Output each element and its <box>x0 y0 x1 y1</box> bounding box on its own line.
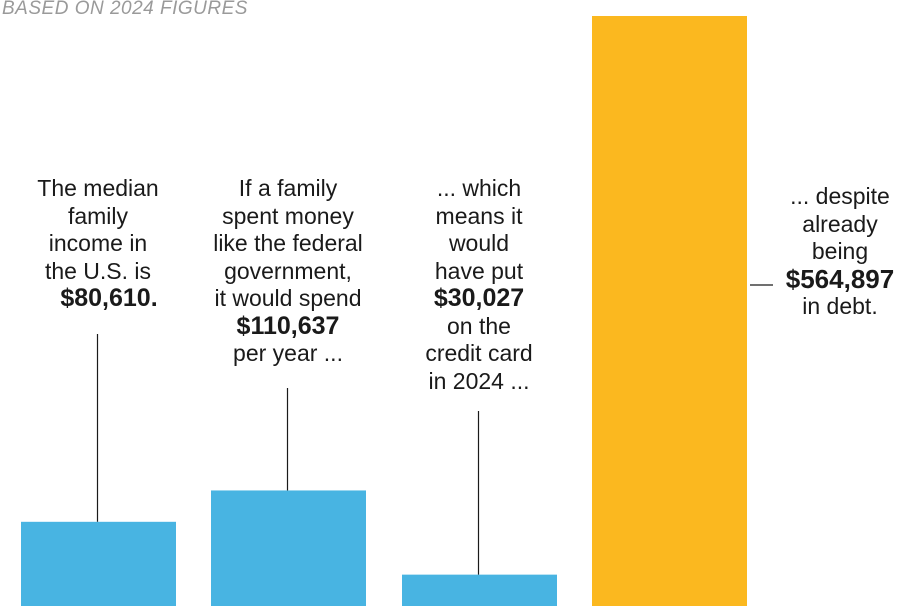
annotation-text-line: the U.S. is <box>44 257 152 284</box>
annotation-median-income: The median family income in the U.S. is … <box>20 175 176 313</box>
amount-government-spending: $110,637 <box>236 311 340 340</box>
annotation-text-line: family <box>67 202 129 229</box>
annotation-text-line: being <box>811 238 869 264</box>
bar-government-spending <box>211 490 366 606</box>
annotation-text-line: would <box>448 230 510 256</box>
annotation-text-line: income in <box>48 230 148 256</box>
annotation-text-line: on the <box>447 312 511 339</box>
annotation-text-line: it would spend <box>214 285 362 311</box>
bar-median-income <box>21 521 176 606</box>
annotation-credit-card: ... which means it would have put $30,02… <box>400 175 558 395</box>
bar-credit-card <box>402 574 557 606</box>
annotation-text-line: ... despite <box>790 183 890 209</box>
annotation-text-line: government, <box>224 257 352 284</box>
amount-debt: $564,897 <box>785 263 895 294</box>
annotation-text-line: already <box>802 210 878 237</box>
annotation-text-line: credit card <box>425 340 533 366</box>
bar-debt <box>592 16 747 606</box>
chart-subtitle: BASED ON 2024 FIGURES <box>2 0 248 19</box>
annotation-text-line: means it <box>435 202 523 229</box>
annotation-text-line: ... which <box>436 175 522 201</box>
annotation-text-line: If a family <box>238 175 338 201</box>
amount-median-income: $80,610. <box>60 284 158 312</box>
annotation-text-line: have put <box>434 257 524 284</box>
annotation-text-line: like the federal <box>213 230 363 256</box>
annotation-debt: ... despite already being $564,897 in de… <box>770 183 910 321</box>
annotation-text-line: in 2024 ... <box>428 367 530 394</box>
annotation-text-line: The median <box>37 175 159 201</box>
annotation-text-line: per year ... <box>233 340 343 366</box>
amount-credit-card: $30,027 <box>433 284 525 312</box>
annotation-text-line: spent money <box>222 202 354 229</box>
annotation-government-spending: If a family spent money like the federal… <box>192 175 384 368</box>
annotation-text-line: in debt. <box>802 293 878 319</box>
